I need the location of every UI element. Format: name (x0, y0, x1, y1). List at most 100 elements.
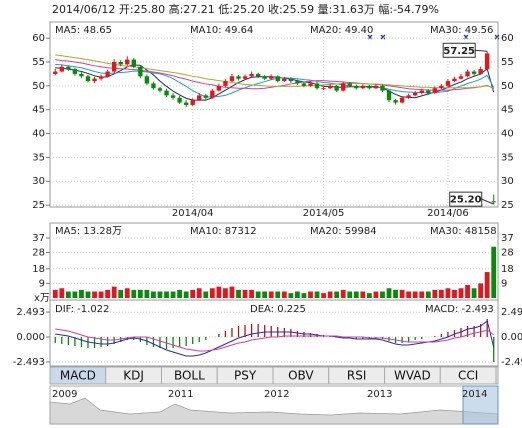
volume-bar (170, 291, 176, 298)
volume-bar (164, 291, 169, 298)
candle-body (367, 85, 372, 89)
y-tick-label: 9 (39, 278, 45, 289)
y-tick-label-right: 2.493 (501, 307, 522, 318)
tab-label[interactable]: MACD (60, 369, 96, 383)
legend-entry: MA20: 49.40 (310, 25, 373, 36)
volume-bar (111, 286, 117, 298)
volume-bar (452, 289, 457, 298)
legend-entry: DEA: 0.225 (250, 304, 306, 315)
y-tick-label: 45 (32, 105, 45, 116)
volume-bar (340, 289, 346, 298)
volume-bar (393, 289, 398, 298)
x-tick-label: 2014/04 (172, 208, 214, 219)
candle-body (190, 100, 195, 105)
volume-bar (190, 289, 196, 298)
legend-entry: MA20: 59984 (310, 226, 377, 237)
candle-body (236, 76, 241, 79)
annotation: 25.20 (450, 195, 482, 206)
tab[interactable]: BOLL (161, 366, 218, 385)
candle-body (334, 85, 339, 91)
volume-bar (236, 289, 241, 298)
candle-body (275, 76, 280, 82)
y-tick-label-right: 50 (501, 81, 514, 92)
volume-bar (183, 291, 189, 298)
candle-body (53, 71, 58, 74)
tab-label[interactable]: PSY (234, 369, 257, 383)
candle-body (341, 83, 346, 91)
candle-body (327, 85, 333, 89)
annotation: 57.25 (443, 46, 475, 57)
volume-bar (458, 288, 464, 298)
tab-label[interactable]: KDJ (123, 369, 144, 383)
y-tick-label: 18 (32, 264, 45, 275)
candle-body (426, 90, 431, 94)
y-tick-label-right: 28 (501, 248, 514, 259)
volume-bar (380, 291, 385, 298)
volume-bar (491, 246, 497, 298)
year-label: 2012 (264, 389, 289, 400)
y-tick-label-right: 37 (501, 233, 514, 244)
y-tick-label: 60 (32, 33, 45, 44)
tab-label[interactable]: WVAD (394, 369, 431, 383)
candle-body (59, 66, 65, 72)
y-tick-label: 40 (32, 129, 45, 140)
overview-window[interactable] (462, 385, 499, 425)
tab-label[interactable]: BOLL (174, 369, 205, 383)
tab-label[interactable]: OBV (288, 369, 314, 383)
tab[interactable]: MACD (49, 366, 107, 385)
tab-label[interactable]: RSI (347, 369, 367, 383)
tab-label[interactable]: CCI (458, 369, 478, 383)
candle-body (229, 76, 235, 82)
tab-button[interactable] (439, 366, 497, 385)
candle-body (295, 81, 300, 84)
tab[interactable]: RSI (328, 366, 385, 385)
y-tick-label: 55 (32, 57, 45, 68)
candle-body (452, 78, 457, 82)
candle-body (131, 59, 137, 67)
candle-body (282, 78, 287, 82)
volume-bar (177, 289, 183, 298)
candle-body (157, 88, 163, 91)
volume-bar (59, 288, 65, 298)
volume-bar (399, 289, 405, 298)
candle-body (151, 83, 156, 89)
candle-body (465, 71, 470, 77)
volume-bar (478, 283, 484, 298)
volume-bar (432, 289, 438, 298)
header-quote: 2014/06/12 开:25.80 高:27.21 低:25.20 收:25.… (52, 2, 439, 16)
y-tick-label: 2.493 (16, 307, 45, 318)
candle-body (380, 85, 385, 91)
volume-bar (118, 289, 124, 298)
tab[interactable]: OBV (272, 366, 330, 385)
legend-entry: DIF: -1.022 (55, 304, 109, 315)
line (55, 54, 494, 89)
volume-bar (255, 291, 261, 298)
x-tick-label: 2014/06 (427, 208, 469, 219)
candle-body (432, 88, 438, 94)
candle-body (288, 78, 294, 82)
candle-body (491, 201, 496, 203)
candle-body (445, 81, 451, 86)
ex-right-markers (367, 34, 500, 40)
candle-body (269, 76, 274, 79)
tab[interactable]: KDJ (105, 366, 162, 385)
tab[interactable]: CCI (439, 366, 497, 385)
candle-body (72, 69, 78, 74)
candle-body (419, 90, 424, 94)
volume-bar (209, 288, 215, 298)
legend-entry: MA30: 48158 (430, 226, 497, 237)
candle-body (79, 73, 84, 77)
annotation-pointer (481, 198, 494, 205)
tab[interactable]: WVAD (384, 366, 441, 385)
volume-bar (412, 291, 418, 298)
line (55, 320, 495, 357)
volume-bar (242, 289, 248, 298)
macd-panel (49, 299, 499, 367)
candle-body (406, 95, 411, 98)
volume-bar (131, 289, 137, 298)
candle-body (393, 100, 398, 103)
volume-bar (327, 291, 333, 298)
annotation-pointer (475, 49, 488, 52)
tab[interactable]: PSY (216, 366, 274, 385)
